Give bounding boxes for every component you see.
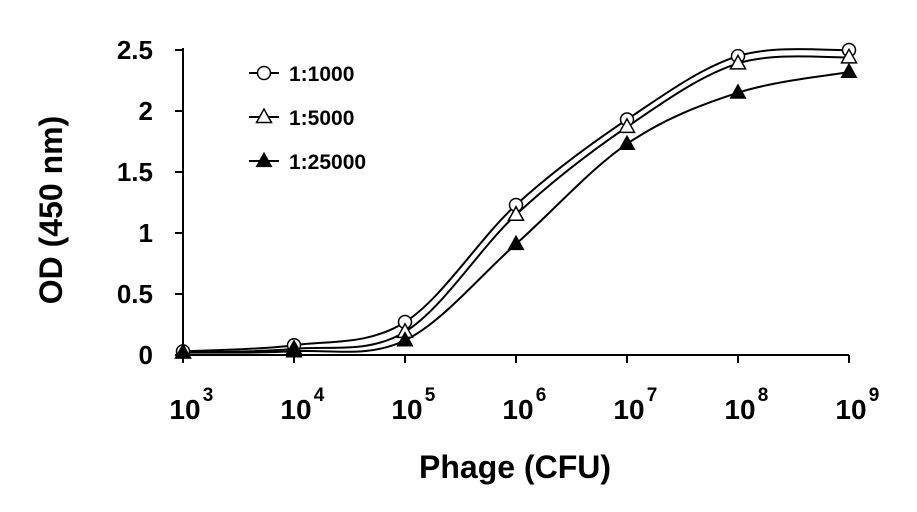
x-tick-exponent: 5 [425, 385, 436, 406]
x-tick-label: 10 [724, 394, 755, 425]
data-point [507, 234, 525, 251]
y-axis-title: OD (450 nm) [33, 116, 69, 304]
data-point [729, 83, 747, 99]
y-tick-label: 1 [139, 218, 153, 248]
legend-marker [256, 65, 272, 81]
x-tick-label: 10 [391, 394, 422, 425]
data-point [729, 53, 747, 70]
legend-marker [255, 107, 273, 124]
y-tick-label: 0.5 [117, 279, 153, 309]
x-tick-exponent: 3 [203, 385, 214, 406]
data-point [396, 331, 414, 347]
x-tick-exponent: 8 [758, 385, 769, 406]
x-tick-label: 10 [502, 394, 533, 425]
data-point [618, 117, 636, 134]
x-tick-label: 10 [169, 394, 200, 425]
legend-label: 1:25000 [289, 151, 366, 174]
data-point [840, 62, 858, 79]
data-point [174, 343, 192, 359]
x-tick-label: 10 [835, 394, 866, 425]
y-tick-label: 2 [139, 96, 153, 126]
x-tick-exponent: 4 [314, 385, 325, 406]
y-axis: 0 0.5 1 1.5 2 2.5 [117, 35, 184, 370]
series-markers [174, 42, 858, 359]
data-point [507, 205, 525, 221]
x-tick-exponent: 6 [536, 385, 547, 406]
y-tick-label: 2.5 [117, 35, 153, 65]
y-tick-label: 1.5 [117, 157, 153, 187]
data-point [285, 342, 303, 358]
x-tick-exponent: 7 [647, 385, 658, 406]
y-tick-label: 0 [139, 340, 153, 370]
x-tick-label: 10 [280, 394, 311, 425]
x-axis: 10 3 10 4 10 5 10 6 10 7 10 8 10 9 [169, 354, 880, 425]
legend: 1:1000 1:5000 1:25000 [249, 63, 366, 174]
data-point [618, 134, 636, 151]
legend-marker [255, 151, 273, 168]
legend-label: 1:1000 [289, 63, 354, 86]
x-tick-label: 10 [613, 394, 644, 425]
legend-label: 1:5000 [289, 107, 354, 130]
x-tick-exponent: 9 [869, 385, 880, 406]
x-axis-title: Phage (CFU) [419, 449, 611, 485]
